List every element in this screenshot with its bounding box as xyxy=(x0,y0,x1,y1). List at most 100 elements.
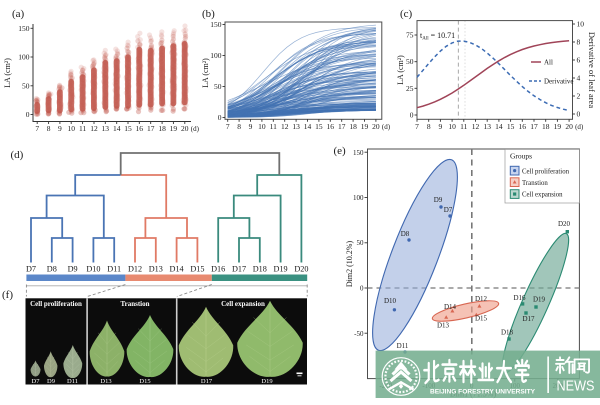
svg-text:100: 100 xyxy=(210,51,222,60)
svg-text:(d): (d) xyxy=(11,149,24,161)
svg-text:D7: D7 xyxy=(26,265,36,274)
svg-text:13: 13 xyxy=(292,122,300,131)
svg-text:LA (cm²): LA (cm²) xyxy=(201,58,210,88)
svg-text:D7: D7 xyxy=(444,206,453,214)
svg-text:75: 75 xyxy=(406,31,414,40)
svg-text:Groups: Groups xyxy=(510,152,532,161)
svg-text:D16: D16 xyxy=(211,265,225,274)
svg-text:11: 11 xyxy=(270,122,277,131)
svg-text:10: 10 xyxy=(258,122,266,131)
svg-text:D8: D8 xyxy=(47,265,57,274)
svg-text:D18: D18 xyxy=(253,265,267,274)
svg-text:20: 20 xyxy=(372,122,380,131)
svg-text:12: 12 xyxy=(90,124,98,133)
svg-text:D20: D20 xyxy=(558,220,571,228)
svg-text:13: 13 xyxy=(483,122,491,131)
svg-text:(a): (a) xyxy=(12,8,25,20)
svg-text:tAll = 10.71: tAll = 10.71 xyxy=(420,31,455,42)
svg-text:20: 20 xyxy=(181,124,189,133)
svg-text:14: 14 xyxy=(495,122,503,131)
svg-text:8: 8 xyxy=(427,122,431,131)
svg-text:D15: D15 xyxy=(190,265,204,274)
svg-text:D10: D10 xyxy=(86,265,100,274)
svg-text:11: 11 xyxy=(79,124,86,133)
svg-text:18: 18 xyxy=(349,122,357,131)
svg-text:9: 9 xyxy=(439,122,443,131)
svg-text:0: 0 xyxy=(26,110,30,119)
svg-text:20: 20 xyxy=(565,122,573,131)
svg-text:D7: D7 xyxy=(32,378,41,385)
svg-text:D12: D12 xyxy=(475,295,488,303)
svg-text:0: 0 xyxy=(218,113,222,122)
svg-text:D17: D17 xyxy=(201,378,213,385)
svg-text:D9: D9 xyxy=(47,378,55,385)
svg-text:(d): (d) xyxy=(575,123,584,131)
svg-text:9: 9 xyxy=(58,124,62,133)
svg-text:16: 16 xyxy=(519,122,527,131)
svg-text:50: 50 xyxy=(357,239,365,247)
svg-text:0: 0 xyxy=(410,111,414,120)
svg-text:D19: D19 xyxy=(533,296,546,304)
svg-text:8: 8 xyxy=(47,124,51,133)
svg-text:2: 2 xyxy=(577,92,581,101)
svg-text:D9: D9 xyxy=(68,265,78,274)
svg-text:15: 15 xyxy=(315,122,323,131)
svg-text:16: 16 xyxy=(136,124,144,133)
svg-text:50: 50 xyxy=(406,57,414,66)
svg-text:D12: D12 xyxy=(128,265,142,274)
svg-text:D15: D15 xyxy=(139,378,150,385)
svg-text:9: 9 xyxy=(249,122,253,131)
svg-text:(c): (c) xyxy=(400,8,413,20)
svg-text:(e): (e) xyxy=(334,145,347,157)
svg-text:14: 14 xyxy=(113,124,121,133)
svg-text:D16: D16 xyxy=(513,294,526,302)
svg-text:Cell expansion: Cell expansion xyxy=(221,300,265,308)
svg-text:Transtion: Transtion xyxy=(522,180,548,187)
svg-text:D13: D13 xyxy=(100,378,111,385)
svg-text:100: 100 xyxy=(353,194,364,202)
svg-text:8: 8 xyxy=(577,38,581,47)
svg-text:6: 6 xyxy=(577,56,581,65)
svg-text:D11: D11 xyxy=(397,342,409,350)
svg-text:D11: D11 xyxy=(67,378,78,385)
svg-text:10: 10 xyxy=(67,124,75,133)
svg-text:-50: -50 xyxy=(354,330,364,338)
svg-text:D13: D13 xyxy=(149,265,163,274)
svg-text:0: 0 xyxy=(360,285,364,293)
svg-text:Cell proliferation: Cell proliferation xyxy=(30,300,82,308)
svg-text:D19: D19 xyxy=(261,378,272,385)
svg-text:BEIJING FORESTRY UNIVERSITY: BEIJING FORESTRY UNIVERSITY xyxy=(430,390,535,396)
svg-text:100: 100 xyxy=(18,53,30,62)
svg-text:Cell proliferation: Cell proliferation xyxy=(522,168,570,175)
svg-text:13: 13 xyxy=(102,124,110,133)
svg-text:25: 25 xyxy=(406,84,414,93)
svg-text:10: 10 xyxy=(448,122,456,131)
svg-text:D17: D17 xyxy=(232,265,246,274)
svg-text:16: 16 xyxy=(327,122,335,131)
svg-text:D15: D15 xyxy=(475,315,488,323)
svg-text:17: 17 xyxy=(338,122,346,131)
svg-text:D8: D8 xyxy=(401,230,410,238)
svg-text:D11: D11 xyxy=(107,265,121,274)
svg-text:NEWS: NEWS xyxy=(557,378,595,395)
svg-text:Cell expansion: Cell expansion xyxy=(522,192,563,199)
svg-text:(d): (d) xyxy=(191,125,200,133)
svg-text:7: 7 xyxy=(415,122,419,131)
svg-text:Derivative of leaf area: Derivative of leaf area xyxy=(587,32,597,108)
svg-text:D20: D20 xyxy=(294,265,308,274)
svg-text:D13: D13 xyxy=(437,322,450,330)
svg-text:19: 19 xyxy=(170,124,178,133)
svg-text:Derivative: Derivative xyxy=(544,78,574,86)
svg-text:12: 12 xyxy=(472,122,480,131)
svg-text:11: 11 xyxy=(460,122,467,131)
svg-text:7: 7 xyxy=(35,124,39,133)
svg-text:D10: D10 xyxy=(384,297,397,305)
svg-text:7: 7 xyxy=(226,122,230,131)
svg-text:15: 15 xyxy=(124,124,132,133)
svg-text:Dim2 (10.2%): Dim2 (10.2%) xyxy=(345,241,354,288)
svg-text:10: 10 xyxy=(577,20,585,29)
svg-text:14: 14 xyxy=(304,122,312,131)
svg-text:19: 19 xyxy=(361,122,369,131)
svg-text:(f): (f) xyxy=(2,289,13,301)
svg-text:17: 17 xyxy=(530,122,538,131)
